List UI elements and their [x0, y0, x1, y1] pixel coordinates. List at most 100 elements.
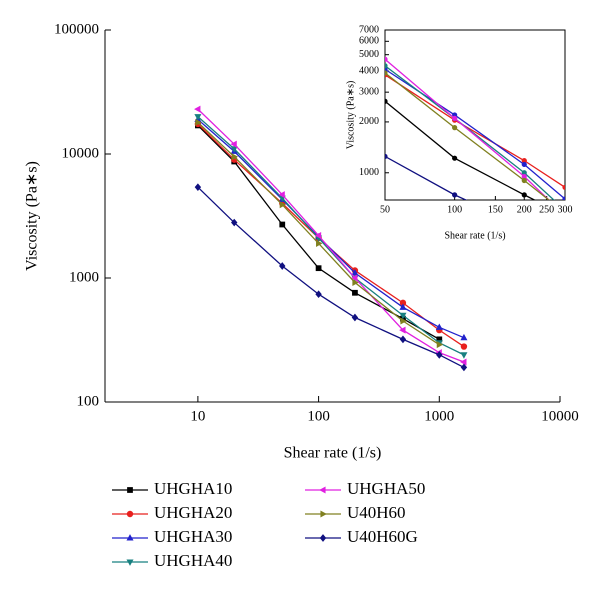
marker [230, 146, 238, 153]
marker [399, 326, 406, 334]
x-tick-label: 100 [447, 204, 462, 215]
x-tick-label: 100 [307, 408, 330, 424]
marker [521, 161, 527, 168]
y-axis-label: Viscosity (Pa∗s) [345, 81, 356, 150]
marker [399, 299, 407, 307]
marker [279, 262, 286, 270]
series-line [385, 155, 468, 200]
x-tick-label: 200 [517, 204, 532, 215]
marker [385, 98, 388, 104]
marker [194, 105, 201, 113]
marker [127, 487, 133, 493]
marker [562, 196, 565, 200]
marker [460, 352, 468, 359]
marker [452, 192, 458, 198]
marker [521, 192, 527, 198]
y-tick-label: 1000 [359, 167, 379, 178]
marker [316, 239, 323, 247]
marker [521, 173, 527, 180]
marker [399, 335, 407, 344]
series-line [197, 108, 465, 363]
y-tick-label: 7000 [359, 24, 379, 35]
series-line [197, 123, 465, 348]
marker [195, 118, 202, 126]
marker [352, 278, 359, 287]
y-tick-label: 4000 [359, 65, 379, 76]
series-line [385, 65, 555, 200]
y-tick-label: 5000 [359, 49, 379, 60]
plot-area [385, 56, 567, 246]
marker [452, 155, 458, 161]
marker [194, 183, 202, 192]
series-line [385, 100, 536, 200]
marker [436, 351, 443, 359]
legend-label: UHGHA40 [154, 551, 232, 570]
marker [385, 70, 388, 76]
y-tick-label: 6000 [359, 36, 379, 47]
marker [126, 510, 134, 518]
y-axis-label: Viscosity (Pa∗s) [24, 161, 41, 271]
x-tick-label: 1000 [424, 408, 454, 424]
marker [278, 191, 285, 199]
marker [279, 221, 286, 228]
marker [230, 140, 237, 148]
x-tick-label: 250 [539, 204, 554, 215]
y-tick-label: 100 [77, 393, 100, 409]
series-line [385, 74, 565, 188]
series-line [197, 116, 465, 356]
x-tick-label: 10 [190, 408, 205, 424]
legend-label: UHGHA10 [154, 479, 232, 498]
marker [385, 63, 388, 69]
marker [400, 317, 407, 325]
marker [435, 323, 443, 330]
marker [231, 153, 239, 161]
marker [314, 232, 322, 240]
marker [521, 158, 527, 164]
x-tick-label: 300 [558, 204, 573, 215]
marker [385, 153, 388, 160]
legend-label: U40H60G [347, 527, 418, 546]
marker [352, 289, 358, 296]
marker [194, 114, 202, 121]
marker [452, 125, 458, 131]
legend-label: U40H60 [347, 503, 406, 522]
y-tick-label: 10000 [62, 145, 100, 161]
y-tick-label: 3000 [359, 86, 379, 97]
marker [436, 341, 444, 349]
legend-label: UHGHA20 [154, 503, 232, 522]
marker [562, 184, 565, 190]
x-tick-label: 50 [380, 204, 390, 215]
marker [562, 241, 567, 246]
x-tick-label: 150 [488, 204, 503, 215]
plot-frame [384, 29, 566, 201]
marker [460, 363, 468, 372]
marker [460, 343, 468, 350]
marker [319, 534, 327, 542]
marker [351, 269, 359, 276]
marker [231, 218, 238, 227]
y-tick-label: 2000 [359, 116, 379, 127]
marker [521, 170, 527, 176]
marker [320, 510, 327, 518]
marker [126, 559, 134, 566]
marker [460, 333, 468, 341]
marker [351, 313, 359, 322]
marker [319, 486, 326, 494]
y-tick-label: 100000 [54, 21, 99, 37]
marker [315, 290, 322, 299]
marker [399, 312, 407, 320]
y-tick-label: 1000 [69, 269, 99, 285]
marker [452, 115, 458, 121]
series-line [385, 72, 550, 200]
legend-label: UHGHA50 [347, 479, 425, 498]
marker [351, 274, 358, 282]
marker [385, 56, 388, 62]
plot-area [194, 105, 468, 372]
x-tick-label: 10000 [541, 408, 579, 424]
marker [460, 358, 467, 366]
marker [126, 534, 134, 541]
legend-label: UHGHA30 [154, 527, 232, 546]
marker [522, 224, 527, 229]
x-axis-label: Shear rate (1/s) [444, 230, 505, 241]
